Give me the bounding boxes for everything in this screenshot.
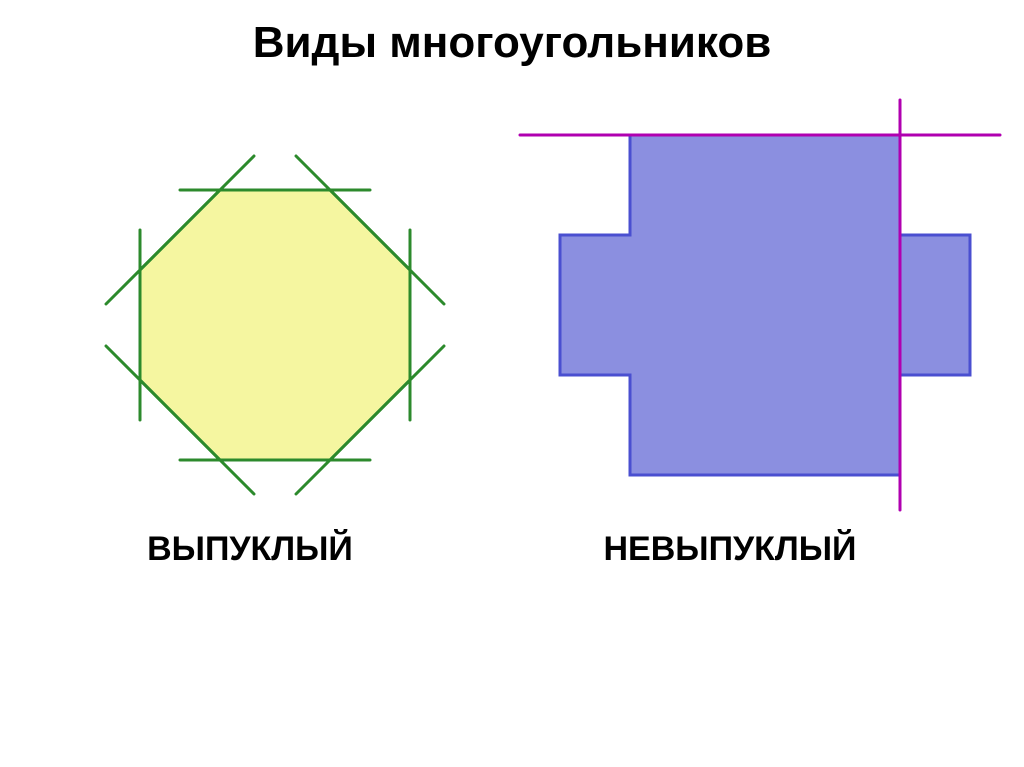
page-title: Виды многоугольников [0,18,1024,68]
nonconvex-figure [500,80,1020,520]
nonconvex-label: НЕВЫПУКЛЫЙ [540,530,920,569]
convex-figure [50,100,470,520]
page: Виды многоугольников ВЫПУКЛЫЙ НЕВЫПУКЛЫЙ [0,0,1024,767]
cross-shape [560,135,970,475]
convex-label: ВЫПУКЛЫЙ [90,530,410,569]
